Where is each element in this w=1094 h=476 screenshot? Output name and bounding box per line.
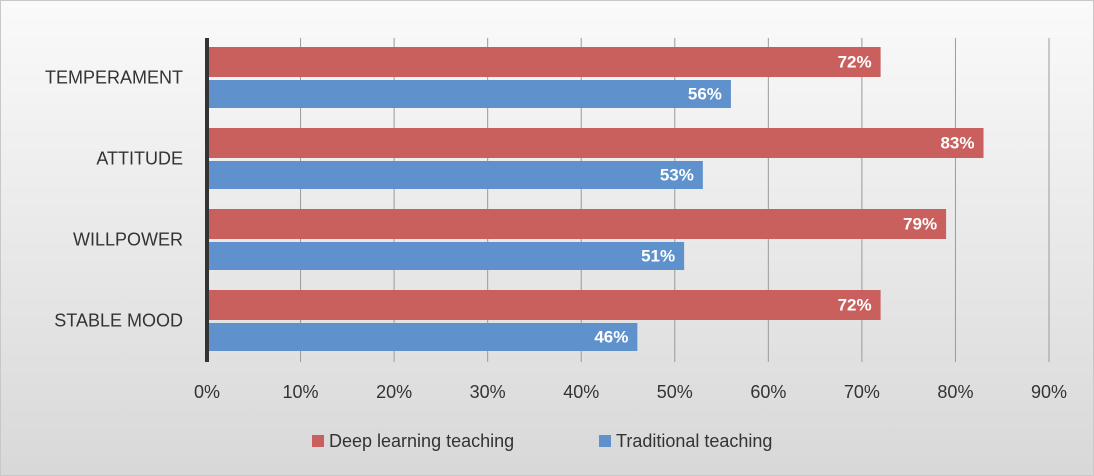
x-tick-label: 40%	[563, 382, 599, 402]
data-label: 79%	[903, 214, 937, 233]
bar	[207, 242, 685, 270]
y-tick-label: TEMPERAMENT	[45, 67, 183, 87]
data-label: 56%	[688, 84, 722, 103]
x-tick-label: 70%	[844, 382, 880, 402]
bar	[207, 47, 881, 77]
legend-label: Deep learning teaching	[329, 431, 514, 451]
x-tick-label: 10%	[283, 382, 319, 402]
legend-swatch	[312, 435, 324, 447]
data-label: 83%	[940, 133, 974, 152]
legend-swatch	[599, 435, 611, 447]
x-tick-label: 20%	[376, 382, 412, 402]
bar	[207, 128, 984, 158]
y-tick-label: ATTITUDE	[96, 148, 183, 168]
bar	[207, 290, 881, 320]
bar	[207, 80, 731, 108]
x-tick-label: 50%	[657, 382, 693, 402]
bar	[207, 323, 638, 351]
x-tick-label: 60%	[750, 382, 786, 402]
data-label: 53%	[660, 165, 694, 184]
bar	[207, 161, 703, 189]
x-tick-label: 30%	[470, 382, 506, 402]
y-tick-label: STABLE MOOD	[54, 310, 183, 330]
data-label: 51%	[641, 246, 675, 265]
x-tick-label: 0%	[194, 382, 220, 402]
x-tick-label: 90%	[1031, 382, 1067, 402]
x-tick-label: 80%	[937, 382, 973, 402]
data-label: 72%	[838, 52, 872, 71]
y-tick-label: WILLPOWER	[73, 229, 183, 249]
bar	[207, 209, 947, 239]
data-label: 72%	[838, 295, 872, 314]
legend-label: Traditional teaching	[616, 431, 772, 451]
data-label: 46%	[594, 327, 628, 346]
